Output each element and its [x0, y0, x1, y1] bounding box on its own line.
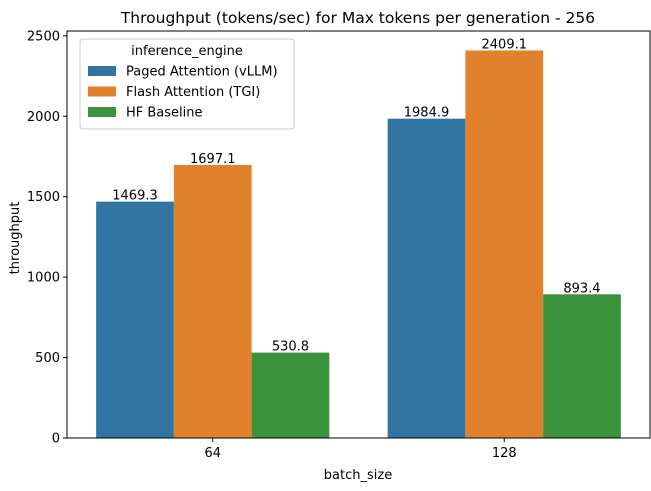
bar-data-label: 1469.3	[112, 189, 158, 204]
x-tick-label: 128	[492, 446, 517, 461]
chart-title: Throughput (tokens/sec) for Max tokens p…	[120, 9, 595, 27]
y-axis-label: throughput	[8, 202, 23, 275]
bar-data-label: 893.4	[563, 281, 600, 296]
bars-layer	[96, 50, 621, 439]
bar-data-label: 1697.1	[190, 152, 236, 167]
legend-swatch	[88, 107, 116, 117]
bar-data-label: 1984.9	[404, 106, 450, 121]
legend-label: Flash Attention (TGI)	[126, 85, 260, 100]
y-tick-label: 2000	[27, 110, 60, 125]
bar	[465, 50, 544, 438]
legend-title: inference_engine	[131, 44, 243, 59]
axes-layer: 0 500 1000 1500 2000 2500 64 128	[27, 29, 651, 461]
legend-swatch	[88, 66, 116, 76]
bar-labels-layer: 1469.3 1984.9 1697.1 2409.1 530.8 893.4	[112, 37, 600, 354]
legend-label: Paged Attention (vLLM)	[126, 65, 278, 80]
bar	[251, 352, 330, 438]
y-tick-label: 0	[52, 432, 60, 447]
y-tick-label: 2500	[27, 29, 60, 44]
y-tick-label: 1000	[27, 271, 60, 286]
y-tick-label: 1500	[27, 190, 60, 205]
legend-box	[79, 38, 295, 130]
plot-frame	[66, 30, 651, 439]
x-axis-label: batch_size	[324, 468, 392, 483]
legend-swatch	[88, 86, 116, 97]
legend-label: HF Baseline	[126, 106, 203, 121]
bar	[173, 164, 252, 439]
bar-data-label: 530.8	[272, 340, 309, 355]
bar-data-label: 2409.1	[482, 37, 528, 52]
bar	[387, 118, 466, 438]
bar	[543, 294, 621, 438]
x-tick-label: 64	[204, 446, 221, 461]
legend: inference_engine Paged Attention (vLLM) Fl…	[79, 38, 295, 130]
bar	[96, 201, 174, 438]
y-tick-label: 500	[35, 351, 60, 366]
